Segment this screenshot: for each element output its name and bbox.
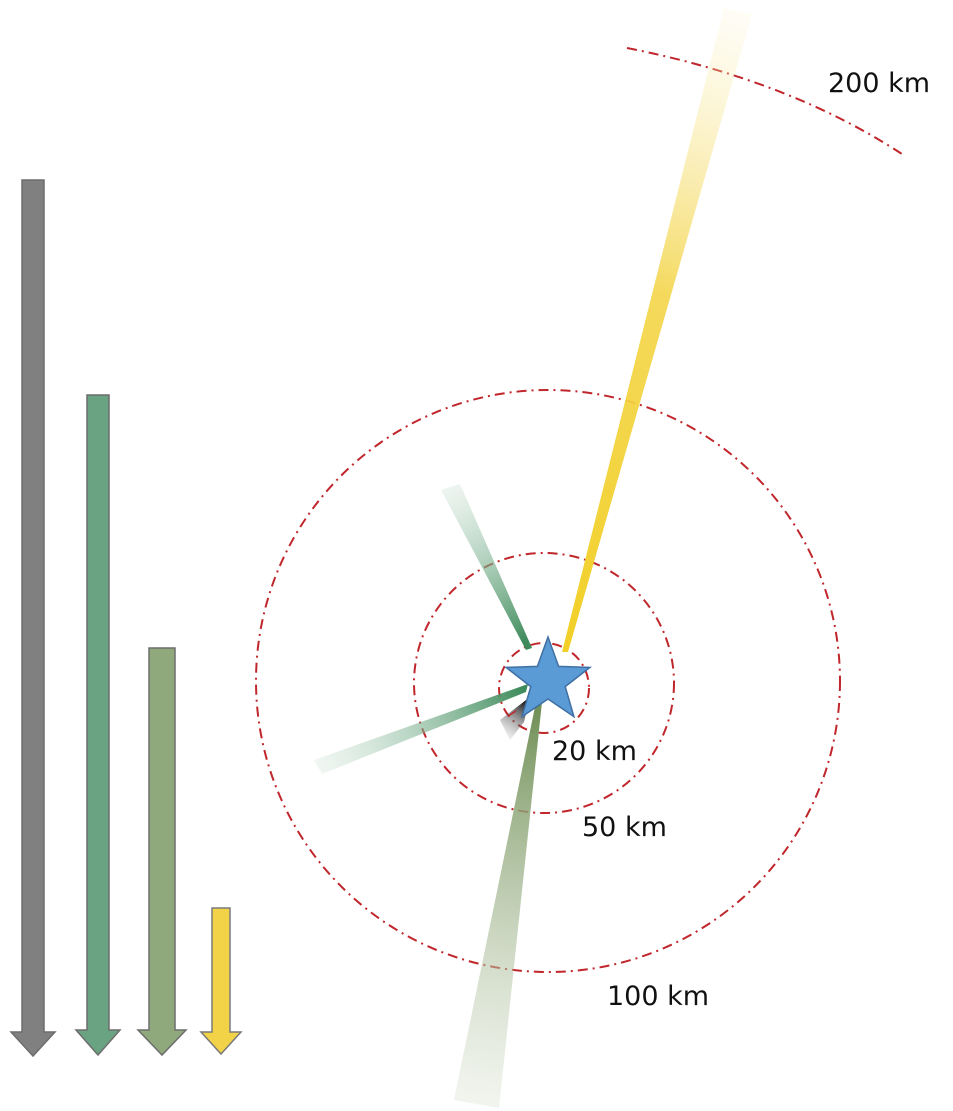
green-ray-up <box>441 484 532 650</box>
yellow-arrow <box>199 907 243 1056</box>
green-ray-left <box>314 684 528 774</box>
label-50km: 50 km <box>582 812 667 843</box>
ring-50km <box>413 552 675 814</box>
ring-20km <box>498 642 590 734</box>
yellow-ray <box>562 8 752 652</box>
ring-200km-arc <box>626 47 906 157</box>
gray-arrow <box>9 179 57 1058</box>
black-ray-tick <box>507 710 517 717</box>
green-arrow <box>74 394 122 1057</box>
label-200km: 200 km <box>828 68 930 99</box>
arrow-group <box>9 179 243 1058</box>
olive-arrow <box>136 647 188 1057</box>
ring-100km <box>255 389 841 973</box>
ray-group <box>314 8 752 1108</box>
olive-ray <box>454 702 542 1108</box>
black-ray <box>500 697 530 740</box>
star-icon <box>503 634 593 719</box>
ring-group <box>255 47 906 973</box>
label-100km: 100 km <box>607 981 709 1012</box>
label-20km: 20 km <box>552 736 637 767</box>
